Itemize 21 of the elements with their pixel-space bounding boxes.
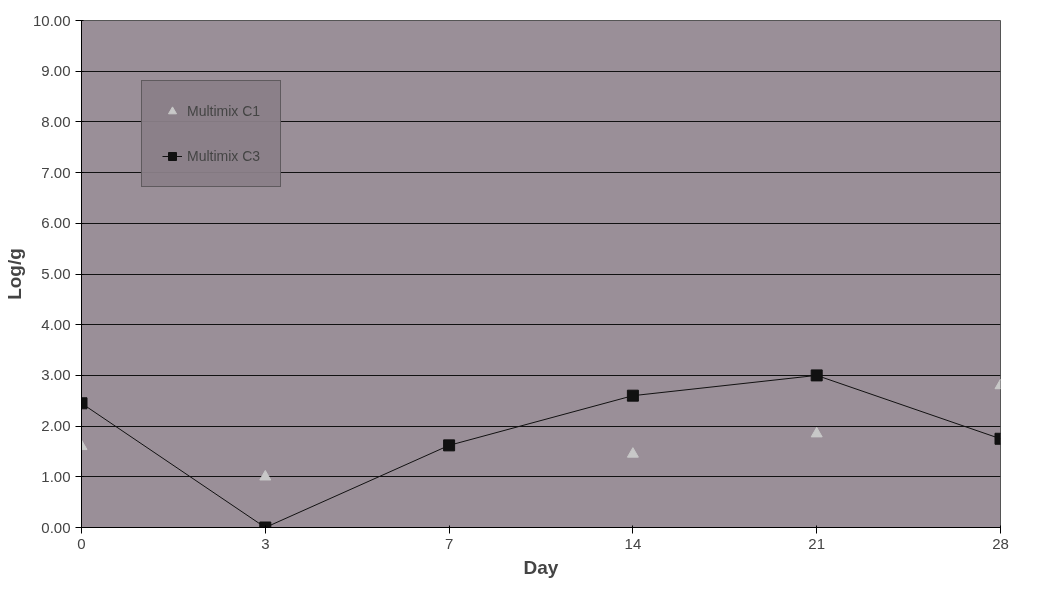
y-tick-label: 9.00 [41, 62, 71, 80]
y-tick-label: 4.00 [41, 315, 71, 333]
x-tick-label: 28 [992, 534, 1009, 552]
legend-label: Multimix C1 [187, 103, 261, 119]
x-tick-label: 7 [444, 534, 454, 552]
y-tick-label: 1.00 [41, 467, 71, 485]
y-tick-label: 2.00 [41, 417, 71, 435]
x-axis-title: Day [523, 556, 559, 578]
y-tick-label: 7.00 [41, 163, 71, 181]
y-tick-label: 6.00 [41, 214, 71, 232]
y-tick-label: 5.00 [41, 265, 71, 282]
x-tick-label: 0 [77, 534, 86, 552]
x-tick-label: 14 [624, 534, 642, 552]
y-axis-title: Log/g [3, 248, 25, 300]
x-tick-label: 3 [261, 534, 270, 552]
x-tick-label: 21 [808, 534, 826, 552]
y-tick-label: 0.00 [41, 518, 71, 536]
y-tick-label: 8.00 [41, 112, 71, 130]
y-tick-label: 3.00 [41, 366, 71, 384]
y-tick-label: 10.00 [32, 11, 71, 29]
legend-label: Multimix C3 [187, 148, 261, 164]
